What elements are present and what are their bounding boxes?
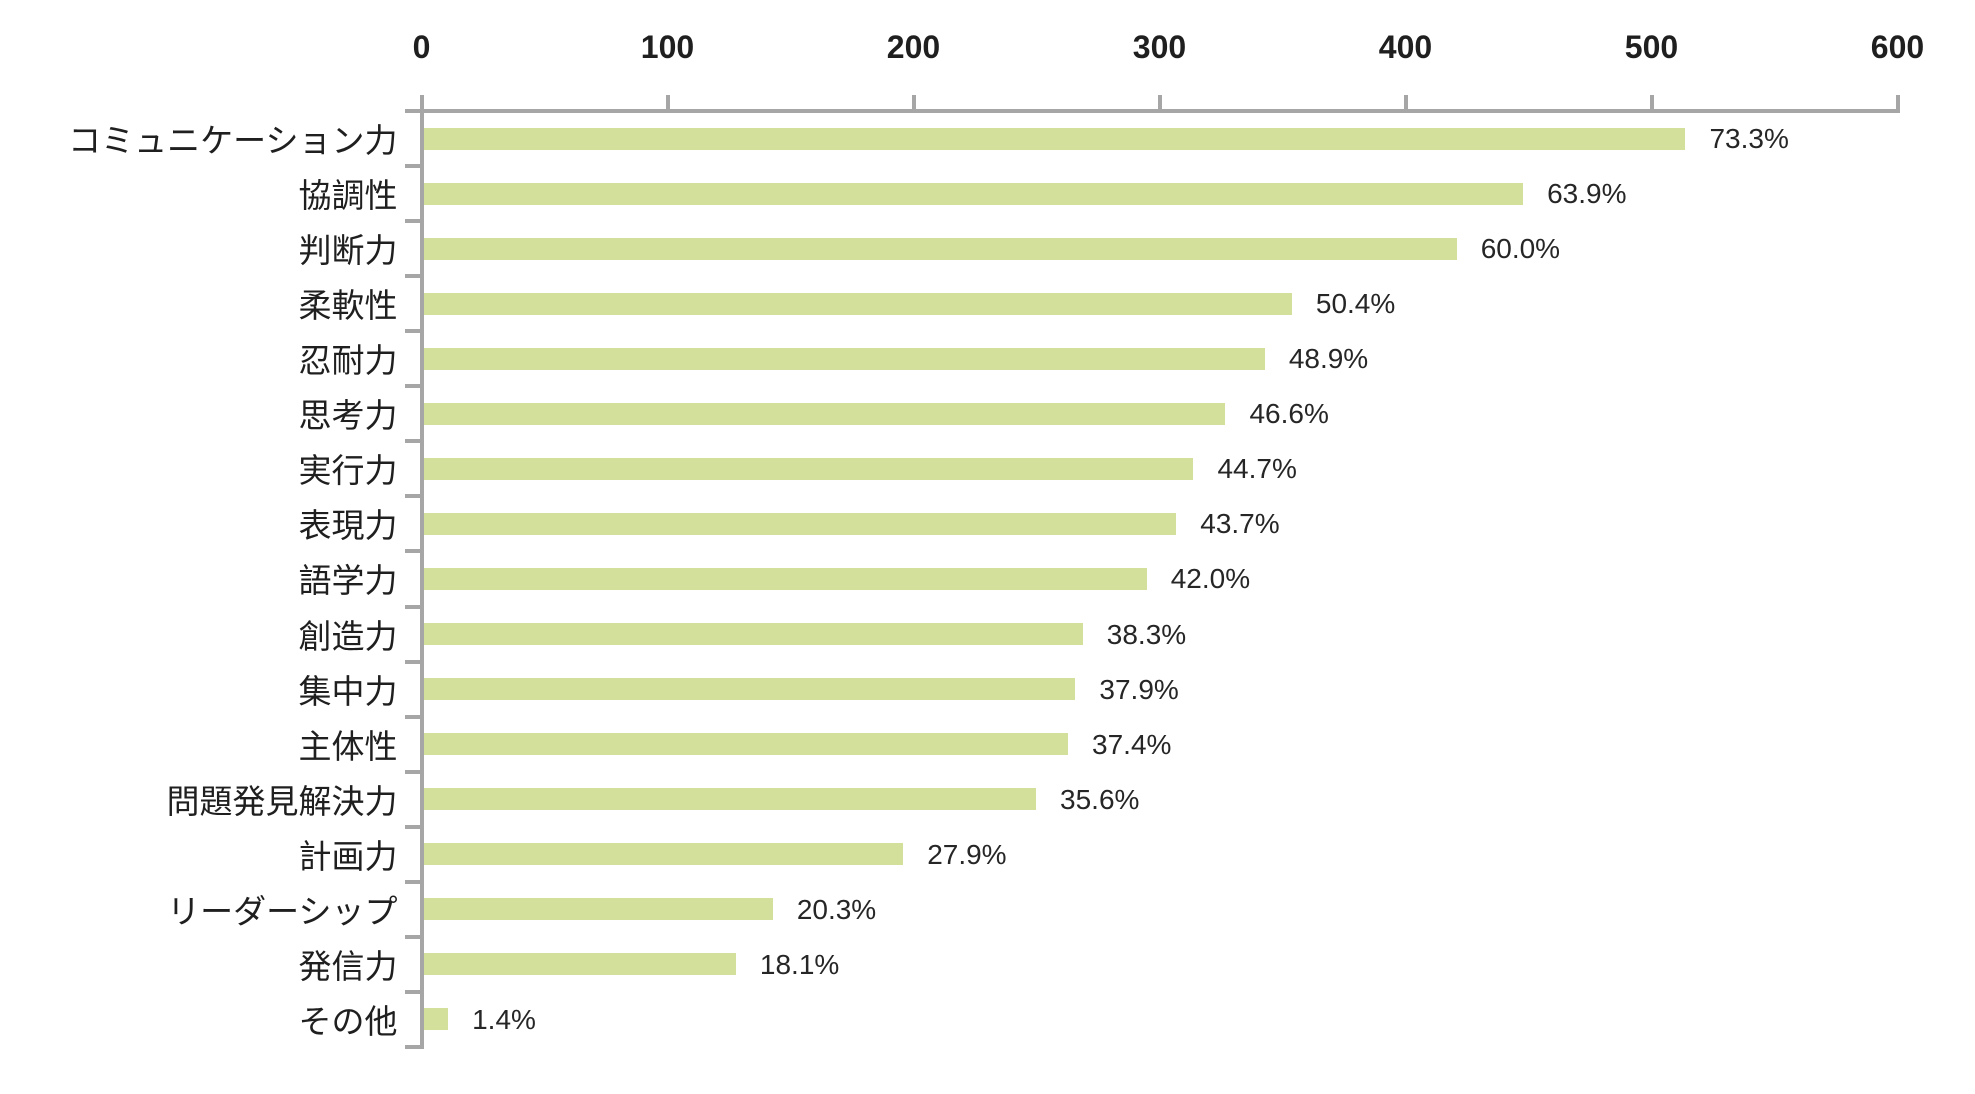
category-label: コミュニケーション力	[68, 122, 398, 159]
bar	[423, 182, 1524, 205]
y-tick	[404, 769, 420, 774]
category-label: 協調性	[298, 177, 398, 215]
y-tick	[404, 989, 420, 994]
bar	[423, 292, 1292, 315]
bar	[423, 457, 1194, 480]
x-tick-label: 200	[886, 29, 941, 65]
category-label: 表現力	[298, 507, 398, 545]
category-label: その他	[298, 1002, 398, 1040]
y-tick	[404, 109, 420, 113]
y-tick	[404, 714, 420, 719]
x-tick-label: 600	[1870, 29, 1925, 65]
x-tick-label: 300	[1132, 29, 1187, 65]
value-label: 46.6%	[1249, 398, 1329, 430]
x-tick	[1649, 95, 1654, 109]
category-label: 柔軟性	[298, 287, 398, 325]
x-axis-line	[419, 109, 1900, 113]
bar	[423, 733, 1069, 756]
category-label: 計画力	[298, 837, 398, 875]
value-label: 50.4%	[1315, 288, 1396, 320]
category-label: 実行力	[298, 452, 398, 490]
x-tick	[665, 95, 670, 109]
value-label: 1.4%	[472, 1003, 536, 1035]
category-label: 集中力	[298, 672, 398, 710]
value-label: 43.7%	[1200, 508, 1280, 540]
x-tick	[1403, 95, 1408, 109]
y-axis-line	[419, 109, 424, 1049]
x-tick-label: 0	[412, 29, 431, 65]
value-label: 18.1%	[759, 948, 840, 980]
category-label: 発信力	[298, 947, 398, 985]
value-label: 20.3%	[796, 893, 877, 925]
x-tick	[1895, 95, 1900, 109]
x-tick	[1157, 95, 1162, 109]
value-label: 60.0%	[1480, 233, 1561, 265]
x-tick	[419, 95, 424, 109]
bar	[423, 623, 1083, 646]
x-tick-label: 500	[1624, 29, 1679, 65]
bar	[423, 568, 1147, 590]
bar	[423, 512, 1177, 535]
bar	[423, 788, 1037, 811]
category-label: 創造力	[298, 617, 398, 655]
category-label: 忍耐力	[298, 342, 398, 380]
value-label: 37.9%	[1099, 673, 1179, 705]
y-tick	[404, 549, 420, 554]
y-tick	[404, 604, 420, 609]
y-tick	[404, 219, 420, 224]
x-tick	[911, 95, 916, 109]
y-tick	[404, 164, 420, 169]
bar	[423, 402, 1226, 425]
category-label: 思考力	[298, 397, 398, 435]
bar	[423, 127, 1686, 150]
category-label: 語学力	[298, 562, 398, 600]
category-label: 判断力	[298, 232, 398, 270]
x-tick-label: 100	[640, 29, 695, 65]
value-label: 37.4%	[1092, 728, 1172, 760]
y-tick	[404, 384, 420, 389]
value-label: 44.7%	[1217, 453, 1297, 485]
value-label: 63.9%	[1547, 178, 1627, 210]
y-tick	[404, 1045, 420, 1049]
y-tick	[404, 879, 420, 884]
category-label: リーダーシップ	[167, 892, 398, 930]
category-label: 問題発見解決力	[166, 782, 398, 820]
y-tick	[404, 934, 420, 939]
bar	[423, 678, 1076, 701]
x-tick-label: 400	[1378, 29, 1433, 65]
value-label: 35.6%	[1060, 783, 1140, 815]
y-tick	[404, 329, 420, 334]
value-label: 42.0%	[1170, 563, 1251, 595]
y-tick	[404, 659, 420, 664]
y-tick	[404, 439, 420, 444]
bar	[423, 237, 1457, 260]
category-label: 主体性	[298, 727, 398, 765]
bar	[423, 1008, 449, 1031]
value-label: 73.3%	[1709, 123, 1789, 154]
bar	[423, 953, 736, 976]
bar	[423, 843, 904, 866]
bar	[423, 898, 773, 921]
value-label: 38.3%	[1106, 618, 1187, 650]
y-tick	[404, 824, 420, 829]
y-tick	[404, 274, 420, 279]
bar	[423, 347, 1265, 370]
value-label: 48.9%	[1288, 343, 1369, 375]
y-tick	[404, 494, 420, 499]
value-label: 27.9%	[927, 838, 1007, 870]
